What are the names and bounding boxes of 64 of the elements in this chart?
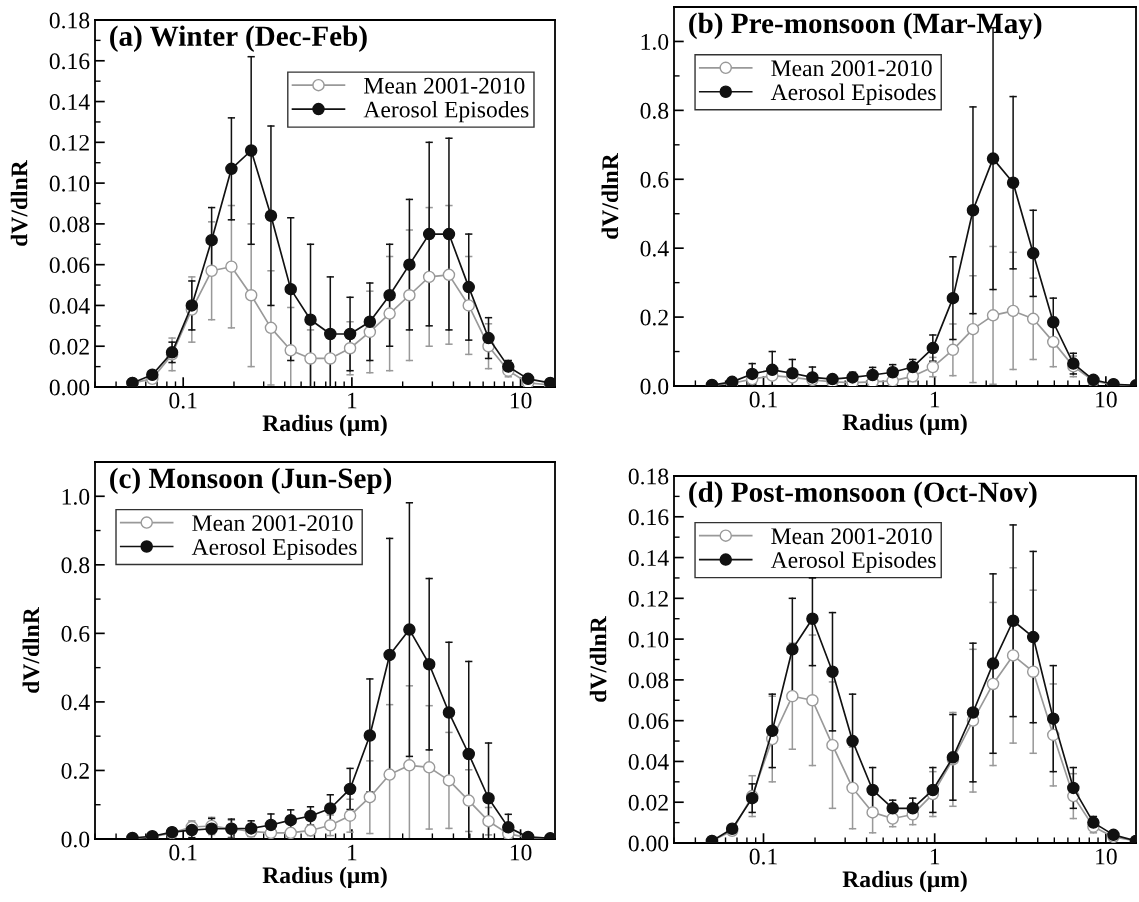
y-tick-label: 0.06	[49, 257, 90, 274]
y-tick-label: 0.4	[61, 694, 90, 711]
y-tick-label: 0.04	[49, 297, 90, 314]
y-tick-label: 0.02	[628, 794, 668, 811]
y-axis-title: dV/dlnR	[601, 152, 619, 239]
y-axis-title: dV/dlnR	[589, 615, 607, 702]
y-axis-title: dV/dlnR	[10, 159, 28, 246]
y-tick-label: 0.14	[49, 94, 90, 111]
y-tick-label: 0.6	[61, 625, 90, 642]
legend-label: Aerosol Episodes	[363, 100, 529, 123]
y-tick-label: 0.8	[61, 557, 90, 574]
legend-label: Mean 2001-2010	[192, 515, 353, 532]
y-tick-label: 0.2	[61, 762, 89, 779]
legend-label: Mean 2001-2010	[364, 77, 525, 94]
x-tick-label: 10	[1096, 391, 1117, 408]
y-axis-title: dV/dlnR	[22, 606, 40, 693]
y-tick-label: 0.4	[640, 240, 669, 257]
legend-label: Aerosol Episodes	[191, 538, 357, 560]
y-tick-label: 0.00	[49, 379, 90, 396]
y-tick-label: 0.12	[49, 134, 89, 151]
x-tick-label: 1	[930, 848, 940, 865]
y-tick-label: 0.02	[49, 338, 89, 355]
x-axis-title: Radius (μm)	[842, 413, 967, 436]
y-tick-label: 0.18	[49, 12, 90, 29]
y-tick-label: 0.08	[628, 672, 669, 689]
y-tick-label: 0.0	[640, 378, 669, 395]
legend-label: Mean 2001-2010	[771, 60, 932, 77]
y-tick-label: 0.0	[61, 831, 90, 848]
x-tick-label: 0.1	[749, 848, 777, 865]
chart-title: (b) Pre-monsoon (Mar-May)	[689, 12, 1042, 40]
y-tick-label: 0.16	[49, 53, 90, 70]
x-tick-label: 10	[510, 392, 532, 409]
y-tick-label: 0.2	[640, 309, 668, 326]
y-tick-label: 0.8	[640, 102, 669, 119]
x-tick-label: 0.1	[169, 844, 197, 861]
y-tick-label: 0.18	[628, 468, 669, 485]
chart-title: (c) Monsoon (Jun-Sep)	[110, 467, 392, 495]
x-tick-label: 10	[510, 844, 532, 861]
legend-label: Aerosol Episodes	[770, 551, 936, 573]
y-tick-label: 0.04	[628, 753, 669, 770]
chart-title: (a) Winter (Dec-Feb)	[110, 25, 367, 52]
y-tick-label: 0.00	[628, 835, 669, 852]
y-tick-label: 0.10	[49, 175, 90, 192]
x-axis-title: Radius (μm)	[262, 414, 387, 437]
y-tick-label: 0.16	[628, 509, 669, 526]
x-tick-label: 1	[348, 392, 357, 409]
y-tick-label: 1.0	[62, 488, 90, 505]
y-tick-label: 0.6	[640, 171, 669, 188]
x-tick-label: 0.1	[169, 392, 197, 409]
x-tick-label: 1	[930, 391, 940, 408]
y-tick-label: 1.0	[641, 33, 669, 50]
legend-label: Mean 2001-2010	[771, 528, 932, 545]
y-tick-label: 0.06	[628, 713, 669, 730]
y-tick-label: 0.10	[628, 631, 669, 648]
x-axis-title: Radius (μm)	[842, 870, 967, 893]
chart-title: (d) Post-monsoon (Oct-Nov)	[689, 481, 1037, 508]
x-tick-label: 10	[1096, 848, 1117, 865]
y-tick-label: 0.08	[49, 216, 90, 233]
x-axis-title: Radius (μm)	[262, 866, 387, 889]
x-tick-label: 0.1	[749, 391, 777, 408]
y-tick-label: 0.14	[628, 550, 669, 567]
y-tick-label: 0.12	[628, 590, 668, 607]
legend-label: Aerosol Episodes	[770, 83, 936, 106]
x-tick-label: 1	[348, 844, 357, 861]
